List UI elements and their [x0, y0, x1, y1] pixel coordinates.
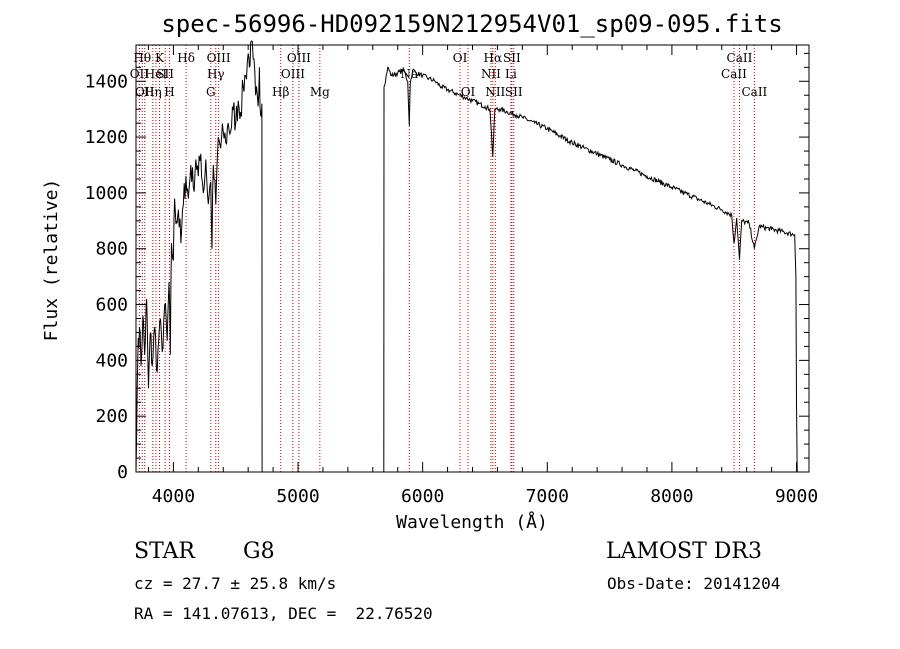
line-marker-label-1: Hθ — [133, 51, 151, 65]
line-marker-label-15: Mg — [310, 85, 330, 99]
line-marker-label-6: SII — [156, 67, 174, 81]
line-marker-label-14: OIII — [287, 51, 311, 65]
line-marker-label-20: Hα — [484, 51, 503, 65]
line-marker-label-13: OIII — [281, 67, 305, 81]
x-tick-label-0: 4000 — [152, 486, 195, 507]
y-tick-label-3: 600 — [95, 295, 128, 316]
line-marker-label-7: H — [164, 85, 174, 99]
line-marker-label-26: CaII — [727, 51, 753, 65]
line-marker-label-10: Hγ — [207, 67, 225, 81]
y-tick-label-5: 1000 — [85, 183, 128, 204]
y-tick-label-7: 1400 — [85, 71, 128, 92]
flux-line-0 — [135, 40, 798, 473]
survey-name: LAMOST DR3 — [606, 539, 762, 564]
line-marker-label-12: Hβ — [272, 85, 289, 99]
line-markers — [138, 45, 755, 472]
y-tick-label-0: 0 — [117, 462, 128, 483]
line-marker-label-27: CaII — [741, 85, 767, 99]
coordinates: RA = 141.07613, DEC = 22.76520 — [134, 604, 433, 623]
line-marker-label-4: HeI — [145, 67, 168, 81]
y-tick-label-1: 200 — [95, 406, 128, 427]
x-tick-label-4: 8000 — [650, 486, 693, 507]
x-tick-label-1: 5000 — [276, 486, 319, 507]
line-marker-label-21: NII — [485, 85, 505, 99]
line-marker-label-24: SII — [505, 85, 523, 99]
object-class: STAR — [134, 539, 195, 564]
line-marker-label-23: SII — [503, 51, 521, 65]
line-marker-label-19: NII — [481, 67, 501, 81]
chart-title: spec-56996-HD092159N212954V01_sp09-095.f… — [161, 10, 782, 38]
line-marker-label-25: CaII — [721, 67, 747, 81]
line-marker-label-11: OIII — [207, 51, 231, 65]
y-axis-label: Flux (relative) — [41, 179, 62, 342]
line-marker-label-3: Hη — [144, 85, 162, 99]
redshift-cz: cz = 27.7 ± 25.8 km/s — [134, 574, 337, 593]
line-marker-label-18: OI — [461, 85, 476, 99]
line-marker-label-9: G — [206, 85, 216, 99]
line-marker-labels: OIIHθOIIHηHeIKSIIHHδGHγOIIIHβOIIIOIIIMgN… — [130, 51, 768, 99]
y-tick-label-4: 800 — [95, 239, 128, 260]
object-subclass: G8 — [243, 539, 275, 564]
line-marker-label-5: K — [155, 51, 165, 65]
flux-series — [135, 40, 798, 473]
x-axis-label: Wavelength (Å) — [396, 511, 548, 533]
line-marker-label-17: OI — [453, 51, 468, 65]
y-tick-label-2: 400 — [95, 350, 128, 371]
x-tick-label-2: 6000 — [401, 486, 444, 507]
axes: 4000 5000 6000 7000 8000 9000 0 200 400 600 800 100… — [85, 44, 818, 507]
x-tick-label-3: 7000 — [526, 486, 569, 507]
obs-date: Obs-Date: 20141204 — [607, 574, 781, 593]
line-marker-label-0: OII — [130, 67, 150, 81]
line-marker-label-8: Hδ — [177, 51, 195, 65]
line-marker-label-16: Na — [400, 67, 418, 81]
y-tick-label-6: 1200 — [85, 127, 128, 148]
x-tick-label-5: 9000 — [775, 486, 818, 507]
line-marker-label-22: Li — [505, 67, 517, 81]
